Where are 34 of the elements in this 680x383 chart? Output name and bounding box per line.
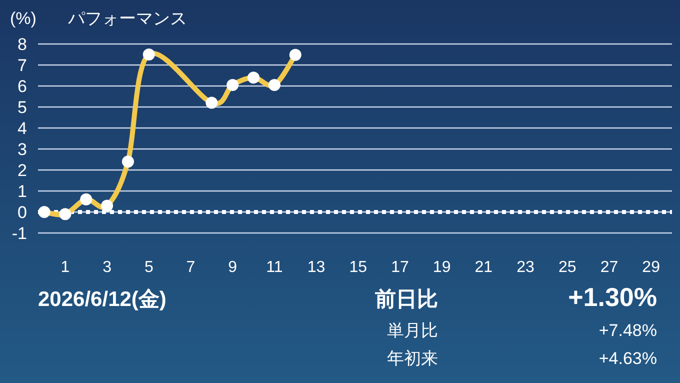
- x-tick-label: 11: [266, 259, 283, 276]
- text: +4.63%: [598, 349, 657, 368]
- text: +1.30%: [568, 282, 657, 312]
- x-tick-label: 27: [600, 259, 618, 276]
- x-tick-label: 9: [228, 259, 238, 276]
- y-tick-label: 3: [18, 140, 27, 159]
- x-tick-label: 7: [186, 259, 196, 276]
- y-tick-label: -1: [12, 224, 27, 243]
- x-tick-label: 19: [432, 259, 451, 276]
- y-tick-label: 2: [18, 161, 27, 180]
- y-tick-label: 7: [18, 56, 27, 75]
- y-tick-label: 0: [18, 203, 27, 222]
- x-tick-label: 21: [474, 259, 493, 276]
- x-tick-label: 1: [60, 259, 70, 276]
- x-tick-label: 25: [558, 259, 576, 276]
- x-tick-label: 15: [349, 259, 368, 276]
- y-tick-label: 5: [18, 98, 27, 117]
- x-tick-label: 13: [307, 259, 326, 276]
- y-tick-label: 4: [18, 119, 27, 138]
- x-tick-label: 5: [144, 259, 154, 276]
- y-tick-label: 6: [18, 77, 27, 96]
- text: +7.48%: [598, 321, 657, 340]
- text: 前日比: [374, 288, 438, 311]
- text: 2026/6/12(金): [38, 288, 166, 311]
- text: 年初来: [387, 349, 438, 368]
- x-tick-label: 23: [516, 259, 535, 276]
- text: 単月比: [387, 321, 438, 340]
- x-tick-label: 17: [391, 259, 409, 276]
- x-tick-label: 3: [102, 259, 112, 276]
- chart-title: パフォーマンス: [67, 9, 187, 28]
- x-tick-label: 29: [642, 259, 660, 276]
- y-tick-label: 1: [18, 182, 27, 201]
- y-tick-label: 8: [18, 35, 27, 54]
- y-axis-title: (%): [10, 9, 36, 28]
